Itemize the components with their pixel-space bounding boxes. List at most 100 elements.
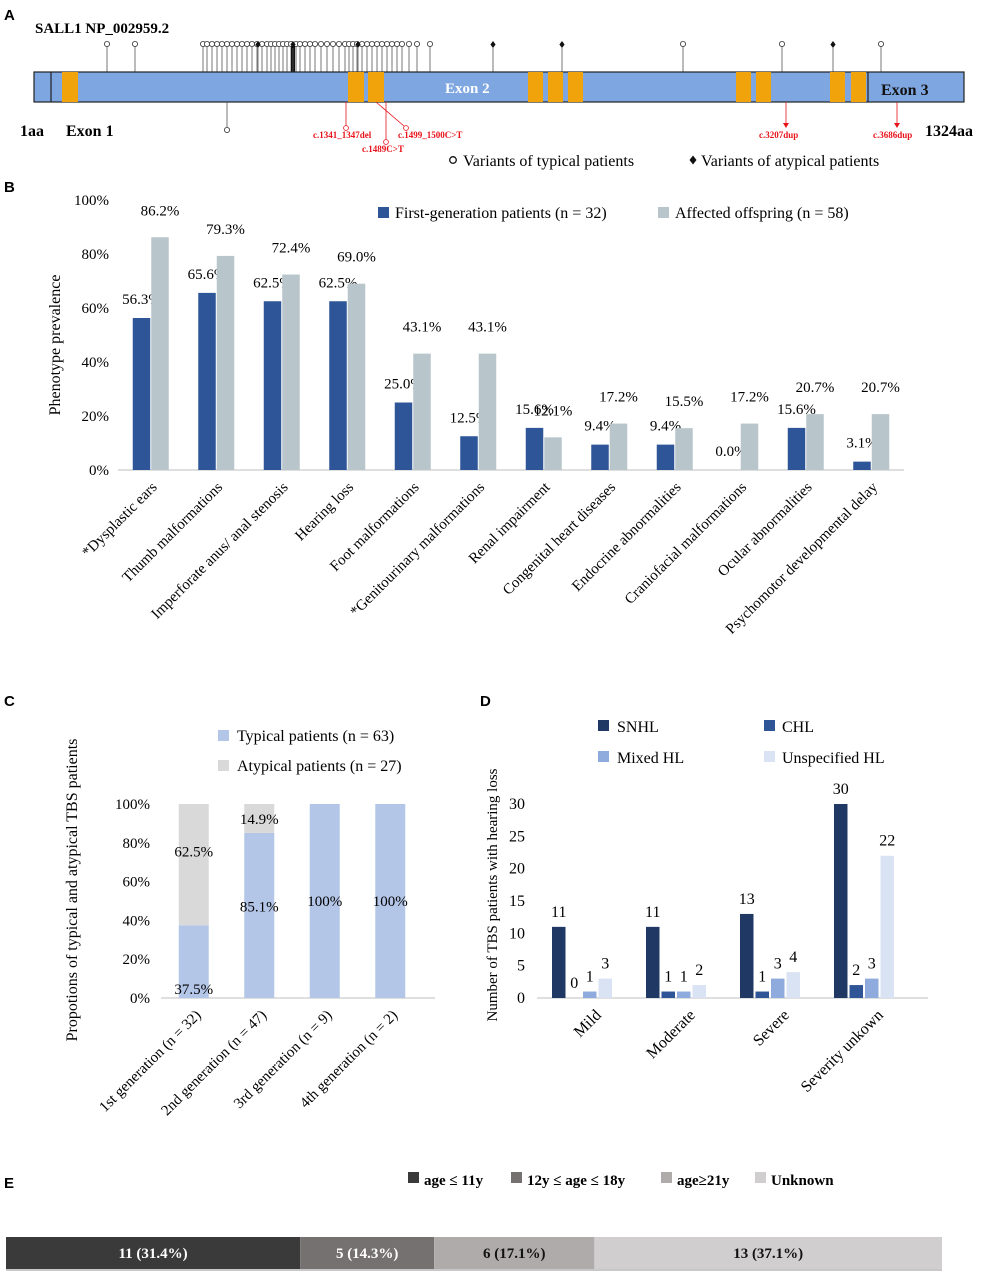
variant-open-circle-icon <box>208 41 215 48</box>
panel-b-bar-1-5 <box>478 353 497 470</box>
gene-label: SALL1 NP_002959.2 <box>35 21 169 37</box>
mutation-open-circle-icon <box>343 125 349 131</box>
variant-open-circle-icon <box>368 41 375 48</box>
variant-open-circle-icon <box>373 41 380 48</box>
panel-e-legend-1: 12y ≤ age ≤ 18y <box>527 1173 626 1189</box>
panel-c-legend-atypical: Atypical patients (n = 27) <box>237 758 402 775</box>
variant-open-circle-icon <box>243 41 250 48</box>
panel-d-category-labels: Mild Moderate Severe Severity unkown <box>571 1007 887 1096</box>
panel-b-bar-0-5 <box>460 436 478 470</box>
variant-open-circle-icon <box>393 41 400 48</box>
panel-b-data-label-0-11: 3.1% <box>846 436 877 452</box>
panel-c-legend-swatch-atypical <box>218 760 229 771</box>
panel-b-bar-0-11 <box>853 461 871 470</box>
panel-b-data-label-1-8: 15.5% <box>665 394 704 410</box>
panel-b-bar-1-10 <box>806 414 824 470</box>
panel-b-y-tick: 0% <box>89 463 109 479</box>
zinc-finger-domain <box>851 72 866 102</box>
zinc-finger-domain <box>568 72 583 102</box>
variant-open-circle-icon <box>378 41 385 48</box>
panel-b-legend-first-gen: First-generation patients (n = 32) <box>395 205 607 222</box>
panel-b-bar-0-6 <box>525 427 544 470</box>
panel-d-bar-1-2 <box>755 991 769 998</box>
panel-d-legend-snhl: SNHL <box>617 719 659 736</box>
panel-b-bar-1-9 <box>740 423 759 470</box>
panel-b-y-tick: 40% <box>82 355 110 371</box>
panel-e: E age ≤ 11y 12y ≤ age ≤ 18y age≥21y Unkn… <box>4 1172 942 1271</box>
panel-c-data-label-0-1: 85.1% <box>240 899 279 915</box>
panel-d-data-label-3-0: 3 <box>601 956 609 973</box>
panel-b-ylabel: Phenotype prevalence <box>47 275 64 416</box>
panel-d-data-label-2-0: 1 <box>586 969 594 986</box>
panel-b-legend-swatch-first-gen <box>378 207 389 218</box>
panel-d-data-label-1-3: 2 <box>852 962 860 979</box>
variant-open-circle-icon <box>426 41 433 48</box>
panel-b-bar-0-10 <box>787 427 806 470</box>
panel-d-category-1: Moderate <box>643 1007 698 1062</box>
panel-d-bar-3-0 <box>598 978 612 998</box>
panel-b-data-label-1-10: 20.7% <box>796 380 835 396</box>
start-aa-label: 1aa <box>20 123 44 140</box>
panel-b-bar-1-6 <box>544 437 562 470</box>
panel-d-data-label-1-2: 1 <box>758 969 766 986</box>
variant-diamond-icon <box>830 41 836 48</box>
panel-b-bar-1-11 <box>871 414 890 470</box>
variant-stems-below <box>223 101 900 145</box>
panel-b-data-label-0-0: 56.3% <box>122 292 161 308</box>
variant-open-circle-icon <box>311 41 318 48</box>
variant-open-circle-icon <box>363 41 370 48</box>
panel-e-segment-label-0: 11 (31.4%) <box>119 1246 188 1262</box>
panel-d-y-tick: 5 <box>517 958 525 975</box>
panel-b-category-8: Endocrine abnormalities <box>569 479 684 594</box>
variant-open-circle-icon <box>223 41 230 48</box>
panel-e-legend-swatch-0 <box>408 1172 419 1183</box>
panel-b-bar-0-3 <box>329 301 347 470</box>
panel-d-legend-swatch-unspecified <box>764 751 775 762</box>
panel-d-data-label-3-1: 2 <box>695 962 703 979</box>
mutation-label-c1489: c.1489C>T <box>362 144 404 154</box>
panel-c-data-label-0-3: 100% <box>373 894 408 910</box>
panel-b-data-label-0-1: 65.6% <box>188 267 227 283</box>
panel-b-y-tick: 60% <box>82 301 110 317</box>
panel-d-legend-chl: CHL <box>782 719 814 736</box>
panel-b-bar-0-7 <box>591 444 609 470</box>
variant-open-circle-icon <box>306 41 313 48</box>
panel-b-data-label-1-2: 72.4% <box>272 241 311 257</box>
zinc-finger-domain <box>348 72 364 102</box>
panel-b-data-label-1-1: 79.3% <box>206 222 245 238</box>
panel-d-y-tick: 15 <box>509 893 525 910</box>
variant-open-circle-icon <box>383 41 390 48</box>
panel-d-bar-0-1 <box>646 926 660 998</box>
panel-d-y-tick: 20 <box>509 861 525 878</box>
variant-open-circle-icon <box>233 41 240 48</box>
panel-c-y-tick: 20% <box>123 952 151 968</box>
panel-e-letter: E <box>4 1175 14 1192</box>
legend-typical-label: Variants of typical patients <box>463 153 634 170</box>
panel-b-data-label-0-3: 62.5% <box>319 275 358 291</box>
mutation-label-c3207: c.3207dup <box>759 130 798 140</box>
panel-c-legend-swatch-typical <box>218 730 229 741</box>
panel-b-y-ticks: 0% 20% 40% 60% 80% 100% <box>74 193 109 479</box>
panel-c-y-tick: 100% <box>115 797 150 813</box>
mutation-label-c1499: c.1499_1500C>T <box>398 130 462 140</box>
panel-b-data-label-1-5: 43.1% <box>468 320 507 336</box>
panel-b-category-3: Hearing loss <box>292 479 357 544</box>
protein-bar <box>33 71 965 103</box>
panel-c-bar-0-0 <box>178 925 209 998</box>
legend-atypical-label: Variants of atypical patients <box>701 153 879 170</box>
mutation-open-circle-icon <box>403 125 409 131</box>
panel-d-bar-1-3 <box>849 985 863 998</box>
legend-open-circle-icon <box>449 156 457 164</box>
variant-diamond-icon <box>255 41 261 48</box>
panel-c: C Propotions of typical and atypical TBS… <box>4 693 435 1119</box>
panel-e-legend-swatch-2 <box>661 1172 672 1183</box>
panel-c-y-tick: 40% <box>123 913 151 929</box>
zinc-finger-domain <box>62 72 78 102</box>
panel-b-bar-1-2 <box>282 274 300 470</box>
panel-e-stacked-bar: 11 (31.4%) 5 (14.3%) 6 (17.1%) 13 (37.1%) <box>6 1237 942 1271</box>
panel-d-y-tick: 10 <box>509 925 525 942</box>
panel-d-data-label-0-0: 11 <box>551 904 566 921</box>
panel-b-data-label-1-0: 86.2% <box>141 203 180 219</box>
panel-e-segment-label-2: 6 (17.1%) <box>483 1246 546 1262</box>
panel-c-y-ticks: 0% 20% 40% 60% 80% 100% <box>115 797 150 1007</box>
